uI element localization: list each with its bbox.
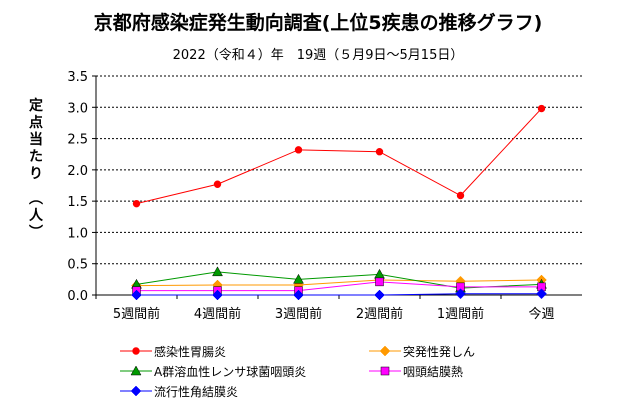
data-point — [374, 268, 385, 279]
x-tick-label: 3週間前 — [275, 306, 322, 322]
y-axis-label-char: ︵ — [29, 191, 43, 207]
y-axis-label-char: た — [29, 149, 43, 165]
x-tick-label: 4週間前 — [194, 306, 241, 322]
x-tick-label: 1週間前 — [437, 306, 484, 322]
y-tick-label: 3.5 — [67, 70, 88, 85]
data-point — [375, 148, 384, 156]
y-tick-label: 0.5 — [67, 258, 88, 273]
data-point — [212, 266, 223, 277]
series-line — [136, 279, 542, 287]
legend-marker — [379, 345, 391, 357]
y-axis-label: 定点当たり ︵ 人 ︶ — [26, 98, 46, 242]
legend-marker — [132, 347, 140, 355]
chart-subtitle: 2022（令和４）年 19週（５月9日～5月15日） — [172, 48, 464, 63]
data-point — [294, 146, 303, 154]
x-tick-label: 今週 — [528, 306, 554, 322]
data-point — [456, 191, 465, 200]
legend-marker — [130, 385, 142, 397]
x-tick-label: 2週間前 — [356, 306, 403, 322]
legend-label: A群溶血性レンサ球菌咽頭炎 — [154, 364, 306, 379]
y-axis-label-char: 定 — [29, 98, 43, 114]
data-point — [131, 289, 142, 301]
y-axis-label-char: り — [29, 166, 43, 182]
data-point — [536, 288, 547, 300]
data-point — [212, 289, 223, 301]
y-tick-label: 0.0 — [67, 289, 88, 304]
series-line — [136, 108, 542, 205]
series-line — [136, 271, 542, 289]
data-point — [374, 289, 385, 301]
data-point — [375, 277, 384, 287]
legend-label: 流行性角結膜炎 — [154, 385, 238, 399]
y-tick-label: 1.5 — [67, 195, 88, 210]
data-point — [537, 104, 546, 113]
data-point — [132, 199, 141, 208]
legend-marker — [130, 365, 142, 376]
series-line — [136, 281, 542, 292]
legend-label: 咽頭結膜熱 — [403, 365, 463, 379]
y-axis-label-char: 人 — [29, 208, 43, 224]
y-axis-label-char: ︶ — [29, 225, 43, 241]
y-tick-label: 3.0 — [67, 101, 88, 116]
y-tick-label: 2.5 — [67, 133, 88, 148]
x-tick-label: 5週間前 — [113, 306, 160, 322]
y-axis-label-char: 点 — [29, 115, 43, 131]
data-point — [213, 180, 222, 188]
y-tick-label: 1.0 — [67, 226, 88, 241]
y-axis-label-char: 当 — [29, 132, 43, 148]
series-line — [136, 293, 542, 296]
data-point — [293, 289, 304, 301]
legend-marker — [380, 366, 390, 376]
chart-title: 京都府感染症発生動向調査(上位5疾患の推移グラフ) — [93, 12, 543, 34]
y-tick-label: 2.0 — [67, 164, 88, 179]
data-point — [293, 273, 304, 284]
legend-label: 突発性発しん — [403, 344, 475, 359]
data-point — [455, 288, 466, 300]
legend-label: 感染性胃腸炎 — [154, 344, 226, 359]
